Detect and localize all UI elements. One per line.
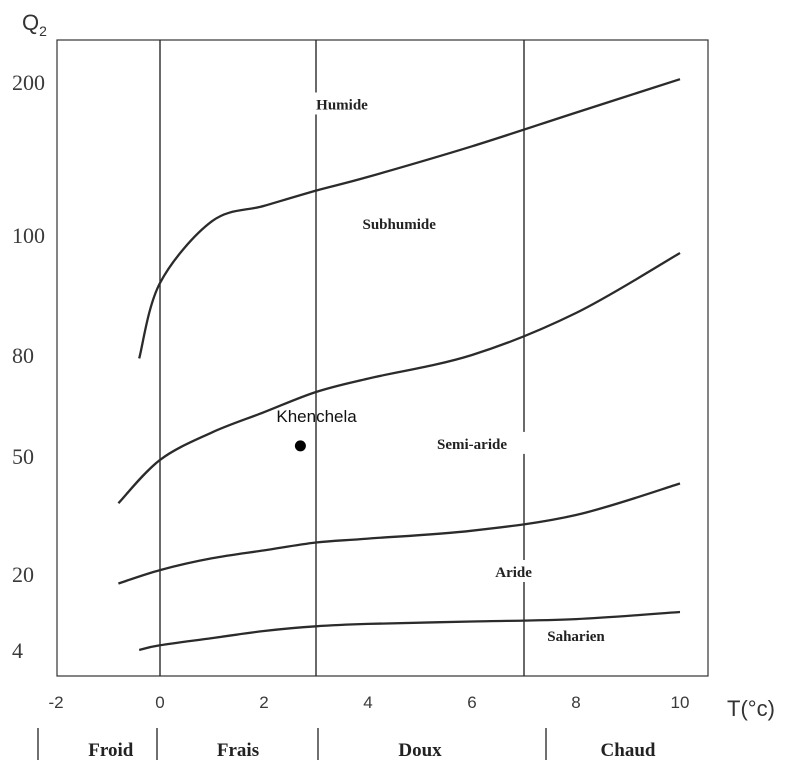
y-tick-label: 100 bbox=[12, 223, 45, 248]
y-tick-label: 20 bbox=[12, 562, 34, 587]
y-tick-label: 200 bbox=[12, 70, 45, 95]
plot-frame bbox=[56, 39, 709, 677]
bioclimatic-zone-labels: Humide Subhumide Semi-aride Aride Saharien bbox=[305, 92, 623, 647]
temperature-zone-row: Froid Frais Doux Chaud bbox=[37, 728, 656, 761]
temperature-zone-label: Frais bbox=[217, 740, 259, 761]
x-tick-label: 0 bbox=[155, 693, 164, 712]
khenchela-point-marker bbox=[294, 440, 306, 452]
x-tick-label: 6 bbox=[467, 693, 476, 712]
zone-label-backdrop bbox=[305, 92, 379, 115]
x-tick-label: 4 bbox=[363, 693, 372, 712]
x-tick-labels: -2 0 2 4 6 8 10 bbox=[48, 693, 689, 712]
x-tick-label: 2 bbox=[259, 693, 268, 712]
boundary-curve-1 bbox=[138, 78, 681, 359]
temperature-zone-label: Froid bbox=[88, 740, 133, 761]
zone-label: Subhumide bbox=[363, 217, 437, 233]
boundary-curve-2 bbox=[117, 252, 681, 504]
temperature-boundary-lines bbox=[159, 40, 525, 676]
y-tick-label: 80 bbox=[12, 343, 34, 368]
zone-label: Saharien bbox=[547, 629, 605, 645]
zone-label-backdrop bbox=[529, 624, 623, 647]
y-tick-label: 4 bbox=[12, 638, 23, 663]
x-tick-label: 8 bbox=[571, 693, 580, 712]
zone-label-backdrop bbox=[347, 211, 452, 234]
zone-label: Aride bbox=[495, 565, 532, 581]
zone-label: Humide bbox=[316, 97, 368, 113]
khenchela-point-label: Khenchela bbox=[276, 407, 357, 426]
y-tick-label: 50 bbox=[12, 444, 34, 469]
bioclimatic-curves bbox=[117, 78, 681, 652]
temperature-zone-label: Doux bbox=[398, 740, 442, 761]
x-tick-label: -2 bbox=[48, 693, 63, 712]
boundary-curve-4 bbox=[138, 610, 681, 652]
y-tick-labels: 200 100 80 50 20 4 bbox=[12, 70, 45, 663]
y-axis-label: Q2 bbox=[22, 10, 47, 39]
x-tick-label: 10 bbox=[671, 693, 690, 712]
temperature-zone-label: Chaud bbox=[601, 740, 656, 761]
x-axis-label: T(°c) bbox=[727, 696, 775, 721]
zone-label-backdrop bbox=[481, 560, 546, 582]
zone-label: Semi-aride bbox=[437, 437, 507, 453]
boundary-curve-3 bbox=[118, 482, 681, 585]
zone-label-backdrop bbox=[415, 431, 529, 454]
